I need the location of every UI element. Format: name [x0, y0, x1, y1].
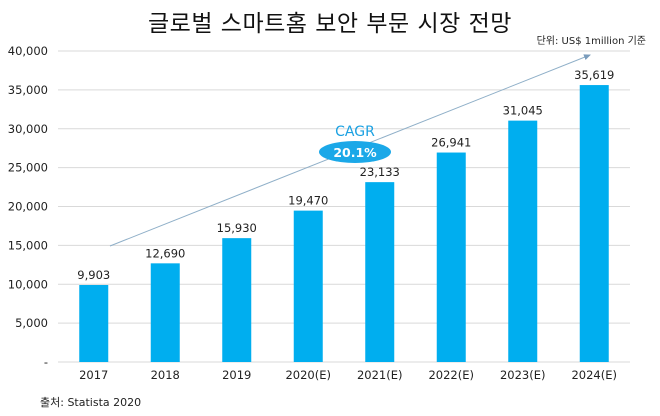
bar	[436, 152, 466, 362]
bar	[222, 238, 252, 362]
source-note: 출처: Statista 2020	[40, 396, 142, 409]
bar	[365, 182, 395, 362]
y-axis-ticks: - 5,000 10,000 15,000 20,000 25,000 30,000 35,0…	[8, 44, 48, 369]
data-labels: 9,903 12,690 15,930 19,470 23,133 26,941 31,04…	[77, 68, 614, 282]
cagr-value: 20.1%	[333, 145, 377, 160]
y-tick-label: 35,000	[8, 83, 48, 97]
bar	[508, 120, 538, 362]
cagr-badge	[319, 141, 391, 163]
x-axis-ticks: 2017 2018 2019 2020(E) 2021(E) 2022(E) 2023(E)…	[79, 368, 617, 382]
x-tick-label: 2020(E)	[285, 368, 331, 382]
x-tick-label: 2022(E)	[428, 368, 474, 382]
x-tick-label: 2019	[222, 368, 251, 382]
y-tick-label: 15,000	[8, 238, 48, 252]
y-tick-label: 25,000	[8, 161, 48, 175]
chart-title: 글로벌 스마트홈 보안 부문 시장 전망	[148, 11, 512, 37]
y-tick-label: 5,000	[15, 316, 48, 330]
x-tick-label: 2024(E)	[571, 368, 617, 382]
x-tick-label: 2018	[151, 368, 180, 382]
unit-note: 단위: US$ 1million 기준	[536, 36, 646, 47]
bar	[150, 263, 180, 362]
cagr-annotation: CAGR 20.1%	[109, 54, 591, 247]
gridlines	[58, 50, 630, 363]
data-label: 19,470	[288, 194, 328, 208]
bar	[579, 85, 609, 362]
bars	[79, 85, 609, 362]
data-label: 12,690	[145, 246, 185, 260]
y-tick-label: -	[44, 355, 48, 369]
cagr-label: CAGR	[335, 124, 375, 140]
y-tick-label: 30,000	[8, 122, 48, 136]
bar	[293, 210, 323, 362]
data-label: 15,930	[217, 221, 257, 235]
bar	[79, 285, 109, 362]
data-label: 26,941	[431, 136, 471, 150]
x-tick-label: 2017	[79, 368, 108, 382]
x-tick-label: 2021(E)	[357, 368, 403, 382]
y-tick-label: 20,000	[8, 200, 48, 214]
x-tick-label: 2023(E)	[500, 368, 546, 382]
y-tick-label: 40,000	[8, 44, 48, 58]
data-label: 9,903	[77, 268, 110, 282]
data-label: 31,045	[503, 104, 543, 118]
data-label: 35,619	[574, 68, 614, 82]
y-tick-label: 10,000	[8, 277, 48, 291]
data-label: 23,133	[360, 165, 400, 179]
